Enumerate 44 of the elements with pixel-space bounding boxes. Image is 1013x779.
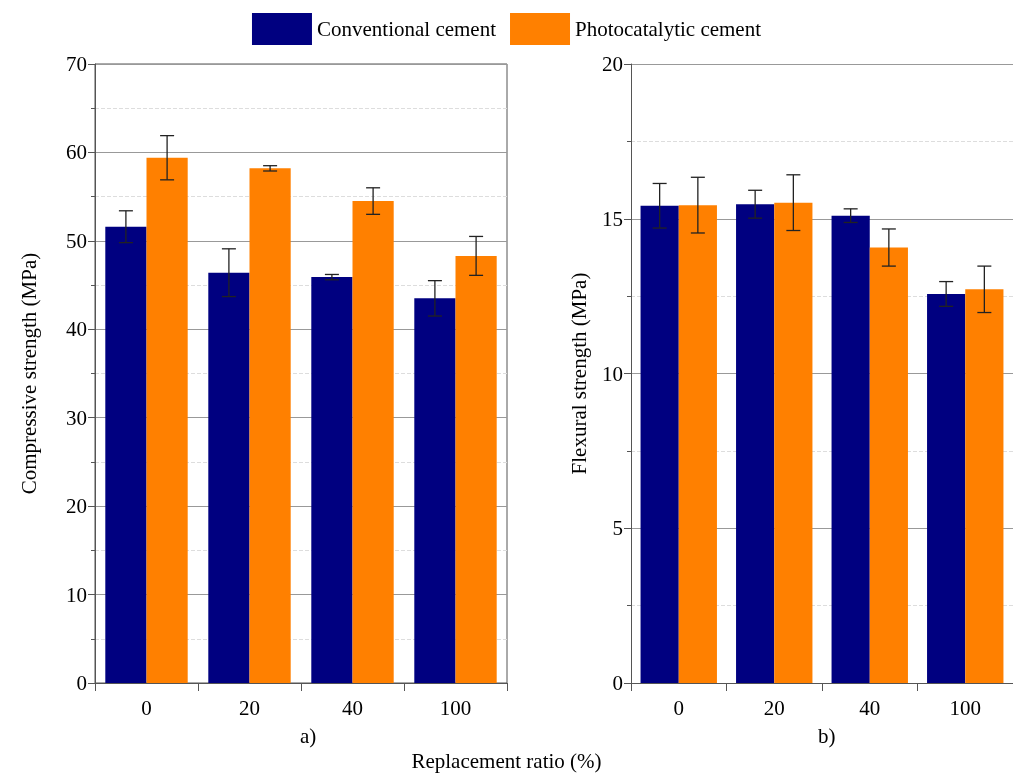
bar — [736, 204, 775, 683]
y-tick-label: 20 — [602, 52, 623, 76]
y-axis-title: Flexural strength (MPa) — [566, 272, 591, 475]
x-tick-label: 0 — [673, 695, 684, 720]
x-tick-label: 40 — [859, 695, 881, 720]
bar — [455, 255, 497, 683]
y-tick-label: 15 — [602, 206, 623, 231]
y-tick-label: 10 — [602, 361, 623, 386]
y-tick-label: 20 — [66, 494, 87, 519]
text: b) — [818, 723, 836, 748]
bar — [311, 277, 353, 683]
bar — [831, 215, 870, 683]
x-axis-title: Replacement ratio (%) — [411, 748, 602, 773]
legend-label: Conventional cement — [316, 17, 497, 41]
y-tick-label: 40 — [66, 317, 87, 342]
bar — [146, 157, 188, 683]
y-tick-label: 5 — [612, 516, 623, 541]
bar — [640, 205, 679, 683]
bar — [208, 272, 250, 683]
bar — [105, 226, 147, 683]
bar — [352, 201, 394, 683]
x-tick-label: 0 — [141, 695, 152, 720]
bar — [869, 247, 908, 683]
x-tick-label: 100 — [439, 695, 472, 720]
bar — [414, 298, 456, 683]
x-tick-label: 100 — [949, 695, 981, 720]
text: a) — [300, 723, 317, 748]
y-tick-label: 10 — [66, 582, 87, 607]
bar — [965, 289, 1004, 683]
y-tick-label: 0 — [76, 671, 87, 695]
y-tick-label: 0 — [612, 671, 623, 695]
y-tick-label: 30 — [66, 405, 87, 430]
y-axis-title: Compressive strength (MPa) — [16, 252, 41, 495]
x-tick-label: 40 — [342, 695, 363, 720]
bar — [678, 205, 717, 683]
y-tick-label: 50 — [66, 228, 87, 253]
x-tick-label: 20 — [239, 695, 260, 720]
x-tick-label: 20 — [763, 695, 785, 720]
y-tick-label: 60 — [66, 140, 87, 165]
legend-label: Photocatalytic cement — [575, 17, 762, 41]
bar — [927, 293, 966, 683]
bar — [249, 168, 291, 683]
bar — [774, 202, 813, 683]
y-tick-label: 70 — [66, 52, 87, 76]
